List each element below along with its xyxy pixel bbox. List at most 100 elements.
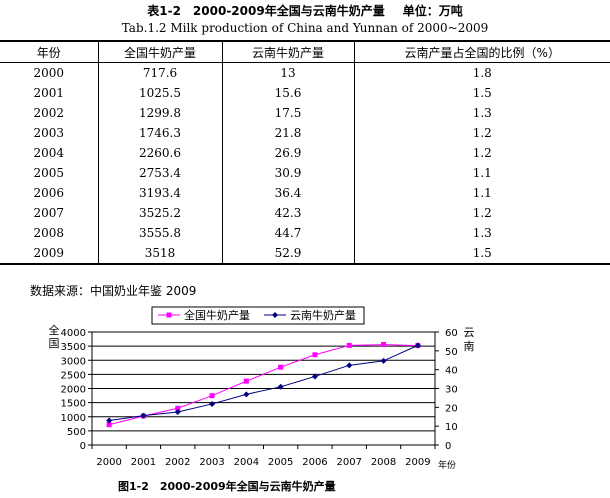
cell-yunnan-milk: 36.4: [221, 183, 355, 203]
unit-label: 单位：万吨: [402, 4, 463, 18]
cell-year: 2001: [0, 83, 99, 103]
series-line-1: [109, 344, 418, 426]
cell-year: 2002: [0, 103, 99, 123]
y-left-axis-title: 全: [49, 323, 60, 337]
series-point-2: [140, 412, 147, 419]
series-point-1: [209, 393, 215, 399]
x-tick-label: 2008: [371, 457, 396, 468]
x-tick-label: 2000: [96, 457, 121, 468]
cell-china-milk: 1025.5: [97, 83, 223, 103]
series-point-1: [106, 422, 112, 428]
cell-yunnan-milk: 44.7: [221, 223, 355, 243]
table-header-row: 年份 全国牛奶产量 云南牛奶产量 云南产量占全国的比例（%）: [0, 40, 610, 63]
cell-china-milk: 1746.3: [97, 123, 223, 143]
cell-yunnan-milk: 52.9: [221, 243, 355, 265]
cell-china-milk: 2260.6: [97, 143, 223, 163]
series-point-2: [106, 417, 113, 424]
y-left-tick-label: 2500: [61, 370, 86, 381]
table-row: 2004 2260.6 26.9 1.2: [0, 143, 610, 163]
y-right-axis-title: 南: [464, 340, 475, 353]
cell-yunnan-milk: 30.9: [221, 163, 355, 183]
cell-year: 2000: [0, 62, 99, 83]
y-right-tick-label: 60: [445, 328, 458, 339]
table-row: 2009 3518 52.9 1.5: [0, 243, 610, 265]
cell-china-milk: 1299.8: [97, 103, 223, 123]
cell-year: 2005: [0, 163, 99, 183]
table-row: 2002 1299.8 17.5 1.3: [0, 103, 610, 123]
series-point-1: [346, 342, 352, 348]
y-right-tick-label: 10: [445, 422, 458, 433]
series-point-2: [380, 357, 387, 364]
header-china-milk: 全国牛奶产量: [97, 40, 223, 63]
table-subtitle: Tab.1.2 Milk production of China and Yun…: [121, 21, 489, 35]
x-tick-label: 2005: [268, 457, 293, 468]
table-row: 2005 2753.4 30.9 1.1: [0, 163, 610, 183]
cell-yunnan-milk: 17.5: [221, 103, 355, 123]
cell-china-milk: 3518: [97, 243, 223, 265]
cell-yunnan-milk: 42.3: [221, 203, 355, 223]
legend-label-2: 云南牛奶产量: [290, 308, 356, 322]
table-row: 2003 1746.3 21.8 1.2: [0, 123, 610, 143]
cell-ratio: 1.3: [353, 103, 610, 123]
y-right-tick-label: 20: [445, 403, 458, 414]
cell-year: 2003: [0, 123, 99, 143]
table-row: 2000 717.6 13 1.8: [0, 62, 610, 83]
y-right-tick-label: 30: [445, 385, 458, 396]
cell-china-milk: 717.6: [97, 62, 223, 83]
x-tick-label: 2003: [199, 457, 224, 468]
series-point-1: [312, 352, 318, 358]
table-row: 2006 3193.4 36.4 1.1: [0, 183, 610, 203]
table-row: 2007 3525.2 42.3 1.2: [0, 203, 610, 223]
series-point-2: [209, 400, 216, 407]
y-left-axis-title: 国: [49, 337, 60, 350]
cell-yunnan-milk: 26.9: [221, 143, 355, 163]
series-point-2: [414, 342, 421, 349]
y-right-tick-label: 40: [445, 366, 458, 377]
milk-production-table: 年份 全国牛奶产量 云南牛奶产量 云南产量占全国的比例（%） 2000 717.6…: [0, 40, 610, 265]
x-axis-title: 年份: [438, 459, 456, 471]
cell-year: 2009: [0, 243, 99, 265]
cell-china-milk: 3555.8: [97, 223, 223, 243]
table-title-text: 表1-2 2000-2009年全国与云南牛奶产量: [147, 4, 385, 18]
legend-marker-1: [166, 312, 172, 318]
series-point-1: [278, 364, 284, 370]
x-tick-label: 2002: [165, 457, 190, 468]
x-tick-label: 2007: [337, 457, 362, 468]
legend-marker-2: [272, 312, 278, 318]
series-point-1: [175, 405, 181, 411]
series-point-1: [243, 378, 249, 384]
table-row: 2001 1025.5 15.6 1.5: [0, 83, 610, 103]
cell-ratio: 1.3: [353, 223, 610, 243]
cell-yunnan-milk: 21.8: [221, 123, 355, 143]
cell-year: 2004: [0, 143, 99, 163]
y-right-tick-label: 0: [445, 441, 451, 452]
y-left-tick-label: 3000: [61, 356, 86, 367]
x-tick-label: 2009: [405, 457, 430, 468]
table-body: 2000 717.6 13 1.8 2001 1025.5 15.6 1.5 2002 1299.…: [0, 62, 610, 265]
cell-ratio: 1.2: [353, 143, 610, 163]
series-point-2: [346, 362, 353, 369]
y-left-tick-label: 3500: [61, 342, 86, 353]
series-point-2: [277, 383, 284, 390]
header-ratio: 云南产量占全国的比例（%）: [353, 40, 610, 63]
y-left-tick-label: 1000: [61, 413, 86, 424]
x-tick-label: 2006: [302, 457, 327, 468]
x-tick-label: 2001: [131, 457, 156, 468]
milk-production-chart: 0 500 1000 1500 2000 2500 3000 3500 4000 0 10 20 30 4…: [49, 306, 475, 471]
table-row: 2008 3555.8 44.7 1.3: [0, 223, 610, 243]
series-point-2: [243, 391, 250, 398]
cell-year: 2006: [0, 183, 99, 203]
cell-year: 2007: [0, 203, 99, 223]
y-right-tick-label: 50: [445, 347, 458, 358]
figure-caption: 图1-2 2000-2009年全国与云南牛奶产量: [118, 480, 336, 493]
cell-ratio: 1.2: [353, 203, 610, 223]
series-point-2: [311, 373, 318, 380]
cell-ratio: 1.5: [353, 83, 610, 103]
header-yunnan-milk: 云南牛奶产量: [221, 40, 355, 63]
y-left-tick-label: 0: [80, 441, 86, 452]
cell-yunnan-milk: 15.6: [221, 83, 355, 103]
series-point-2: [174, 409, 181, 416]
cell-china-milk: 3193.4: [97, 183, 223, 203]
cell-year: 2008: [0, 223, 99, 243]
y-left-tick-label: 2000: [61, 385, 86, 396]
